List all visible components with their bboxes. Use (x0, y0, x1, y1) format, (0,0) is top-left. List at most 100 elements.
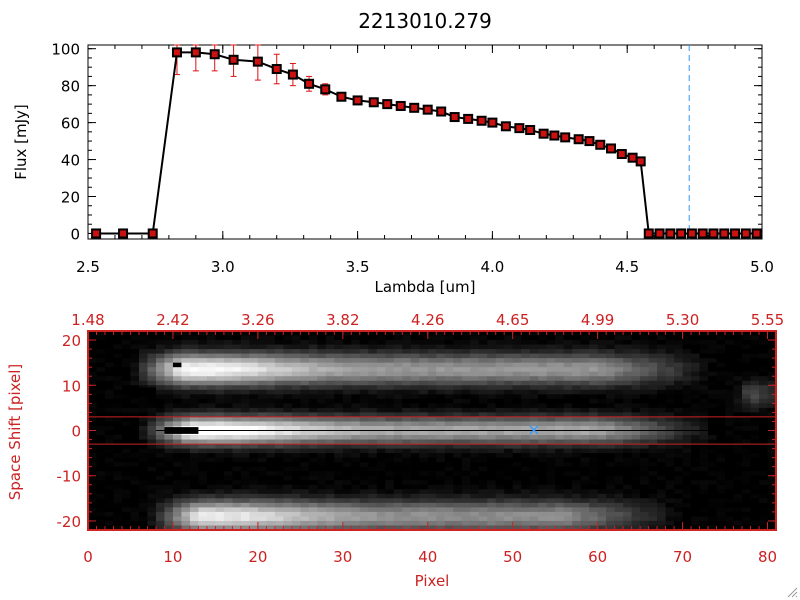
image-pixel (716, 480, 726, 486)
image-pixel (368, 448, 378, 454)
image-pixel (597, 498, 607, 504)
image-pixel (121, 358, 132, 364)
image-pixel (249, 371, 259, 377)
image-pixel (359, 380, 369, 386)
image-pixel (563, 340, 573, 346)
image-pixel (555, 335, 565, 341)
image-pixel (682, 362, 692, 368)
image-pixel (767, 493, 777, 499)
image-pixel (436, 435, 446, 441)
image-pixel (155, 353, 166, 359)
image-pixel (674, 335, 684, 341)
image-pixel (215, 466, 225, 472)
image-pixel (266, 507, 276, 513)
image-pixel (96, 425, 106, 432)
image-pixel (121, 331, 132, 337)
image-pixel (427, 353, 437, 359)
image-pixel (376, 430, 386, 436)
image-pixel (504, 421, 514, 427)
image-pixel (232, 516, 242, 522)
image-pixel (614, 416, 624, 423)
image-pixel (240, 493, 250, 499)
image-pixel (334, 403, 344, 409)
image-pixel (138, 412, 149, 418)
image-pixel (538, 416, 548, 423)
image-pixel (453, 525, 463, 531)
image-pixel (410, 448, 420, 454)
image-pixel (402, 362, 412, 368)
image-pixel (249, 430, 259, 436)
image-pixel (716, 457, 726, 463)
image-pixel (725, 349, 735, 355)
image-pixel (589, 376, 599, 382)
image-pixel (368, 403, 378, 409)
image-pixel (512, 344, 522, 350)
image-pixel (521, 484, 531, 490)
image-pixel (521, 430, 531, 436)
image-pixel (138, 380, 149, 386)
image-pixel (325, 349, 335, 355)
image-pixel (716, 435, 726, 441)
image-pixel (274, 498, 284, 504)
image-pixel (665, 389, 675, 395)
image-pixel (96, 416, 106, 423)
image-pixel (589, 520, 599, 527)
image-pixel (130, 394, 140, 400)
spectrum-data-point (271, 64, 282, 75)
image-pixel (317, 502, 327, 508)
image-pixel (189, 376, 200, 382)
image-pixel (555, 439, 565, 445)
image-pixel (215, 389, 225, 395)
image-pixel (410, 511, 420, 518)
image-pixel (453, 507, 463, 513)
image-pixel (716, 453, 726, 459)
image-pixel (750, 435, 760, 441)
image-pixel (657, 358, 667, 364)
image-pixel (215, 516, 225, 522)
image-pixel (529, 425, 539, 432)
image-pixel (96, 344, 106, 350)
image-pixel (597, 511, 607, 518)
image-pixel (529, 385, 539, 391)
image-pixel (487, 362, 497, 368)
image-pixel (546, 489, 556, 495)
image-pixel (325, 448, 335, 454)
image-pixel (699, 425, 709, 432)
image-pixel (164, 511, 174, 518)
image-pixel (623, 435, 633, 441)
image-pixel (368, 407, 378, 414)
image-pixel (436, 371, 446, 377)
image-pixel (232, 430, 242, 436)
image-pixel (351, 344, 361, 350)
image-pixel (342, 340, 352, 346)
image-pixel (283, 466, 293, 472)
image-pixel (580, 457, 590, 463)
image-pixel (181, 516, 191, 522)
image-pixel (648, 416, 658, 423)
image-pixel (181, 457, 191, 463)
image-pixel (691, 516, 701, 522)
image-pixel (427, 421, 437, 427)
image-pixel (597, 389, 607, 395)
image-pixel (317, 511, 327, 518)
image-pixel (682, 457, 692, 463)
image-pixel (495, 516, 505, 522)
image-pixel (206, 344, 216, 350)
image-pixel (130, 498, 140, 504)
image-pixel (266, 457, 276, 463)
image-pixel (759, 448, 769, 454)
image-pixel (113, 385, 123, 391)
image-pixel (113, 502, 123, 508)
image-pixel (606, 358, 616, 364)
image-pixel (206, 439, 216, 445)
image-pixel (325, 471, 335, 477)
image-pixel (308, 448, 318, 454)
image-pixel (164, 507, 174, 513)
image-pixel (623, 344, 633, 350)
image-pixel (725, 403, 735, 409)
image-pixel (589, 331, 599, 337)
image-pixel (427, 493, 437, 499)
spectrum-data-point (91, 228, 102, 239)
resize-grip-icon[interactable] (786, 586, 798, 598)
image-pixel (155, 462, 166, 468)
